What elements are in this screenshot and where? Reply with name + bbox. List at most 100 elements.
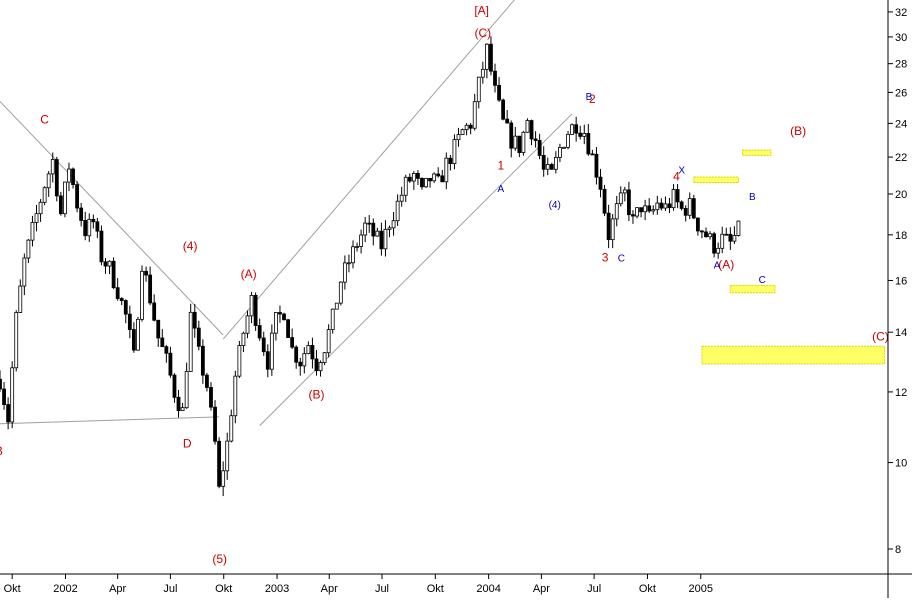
candle-body — [233, 375, 238, 417]
candle — [509, 120, 514, 158]
candle — [347, 254, 351, 273]
candle-body — [631, 214, 635, 217]
candle-body — [489, 43, 493, 72]
candle-body — [290, 337, 295, 348]
candle — [192, 304, 197, 338]
candle — [225, 432, 230, 480]
candle-body — [399, 194, 404, 202]
candle-body — [79, 207, 84, 221]
candle — [460, 128, 465, 136]
candle-body — [586, 133, 591, 155]
candle-body — [521, 131, 526, 153]
candle — [0, 370, 2, 392]
candle-body — [237, 345, 242, 377]
candle — [691, 194, 696, 220]
candle-body — [663, 203, 668, 209]
candle — [598, 168, 603, 198]
candle — [505, 110, 510, 124]
candle-body — [440, 175, 445, 183]
candle-body — [566, 133, 570, 148]
candle-body — [667, 203, 672, 209]
candle-body — [213, 406, 217, 442]
candle-body — [452, 139, 457, 164]
candle — [403, 174, 408, 202]
candle-body — [347, 262, 351, 265]
candle — [22, 253, 27, 296]
candle — [314, 350, 319, 376]
wave-label: (4) — [183, 239, 198, 253]
wave-label: D — [183, 436, 192, 450]
candle-body — [302, 353, 307, 367]
candle — [627, 181, 631, 222]
candle-body — [468, 124, 473, 129]
candle-body — [590, 153, 595, 156]
candle — [724, 227, 729, 236]
wave-label: [A] — [474, 3, 489, 17]
trendlines-group — [0, 0, 573, 426]
candle-body — [172, 374, 177, 398]
x-tick-label: Jul — [587, 583, 601, 595]
x-tick-label: Jul — [163, 583, 177, 595]
candle-body — [517, 135, 522, 153]
candle-body — [424, 177, 428, 188]
target-zone — [729, 284, 776, 294]
candle-body — [2, 388, 6, 405]
candle-body — [140, 270, 144, 320]
y-tick-label: 10 — [895, 458, 907, 470]
candle — [566, 131, 570, 150]
candle-body — [184, 371, 189, 409]
candle-body — [127, 313, 132, 330]
candle — [501, 98, 506, 121]
candle-body — [50, 159, 55, 175]
target-zones-group — [693, 149, 886, 365]
candle-body — [497, 84, 501, 101]
candle — [468, 123, 473, 135]
candle-body — [606, 212, 611, 241]
wave-label: (B) — [790, 124, 806, 138]
candle — [521, 130, 526, 156]
candle-body — [67, 168, 71, 183]
wave-label: (5) — [212, 552, 227, 566]
candle — [286, 318, 290, 338]
candle-body — [700, 230, 704, 233]
y-tick-label: 14 — [895, 327, 907, 339]
y-tick-label: 32 — [895, 7, 907, 19]
candle-body — [294, 346, 299, 363]
candle-body — [387, 227, 392, 230]
candle — [209, 382, 213, 411]
candle — [659, 198, 664, 211]
candle-body — [407, 176, 412, 182]
candle-body — [330, 308, 335, 331]
candle-body — [119, 298, 124, 301]
candle — [164, 344, 169, 363]
candle — [156, 319, 161, 347]
candle-body — [131, 329, 136, 351]
candle — [351, 240, 355, 269]
wave-labels-group: [A] (C) C B D (4) (A) (5) (B) 1 2 3 4 (A) (B) (C) A B (4) C… — [0, 3, 889, 565]
candle-body — [168, 352, 173, 376]
candle-body — [278, 312, 282, 315]
candle — [241, 331, 246, 353]
candle-body — [318, 362, 323, 372]
candle — [196, 320, 201, 351]
candle — [476, 76, 481, 109]
candle — [229, 409, 234, 443]
candle — [614, 195, 619, 227]
candle-body — [379, 230, 384, 250]
candle-body — [635, 207, 639, 217]
candle — [160, 329, 165, 348]
candle — [643, 199, 648, 221]
candle — [667, 197, 672, 214]
candle — [107, 260, 112, 275]
x-tick-label: Apr — [321, 583, 338, 595]
candle-body — [484, 43, 489, 70]
candle-body — [687, 198, 692, 216]
x-tick-label: Okt — [639, 583, 656, 595]
target-zone — [693, 176, 739, 184]
candle — [14, 310, 19, 372]
candle — [558, 143, 562, 163]
candle — [586, 123, 591, 156]
candle — [440, 169, 445, 183]
target-zone — [742, 149, 772, 156]
candle-body — [395, 200, 400, 222]
